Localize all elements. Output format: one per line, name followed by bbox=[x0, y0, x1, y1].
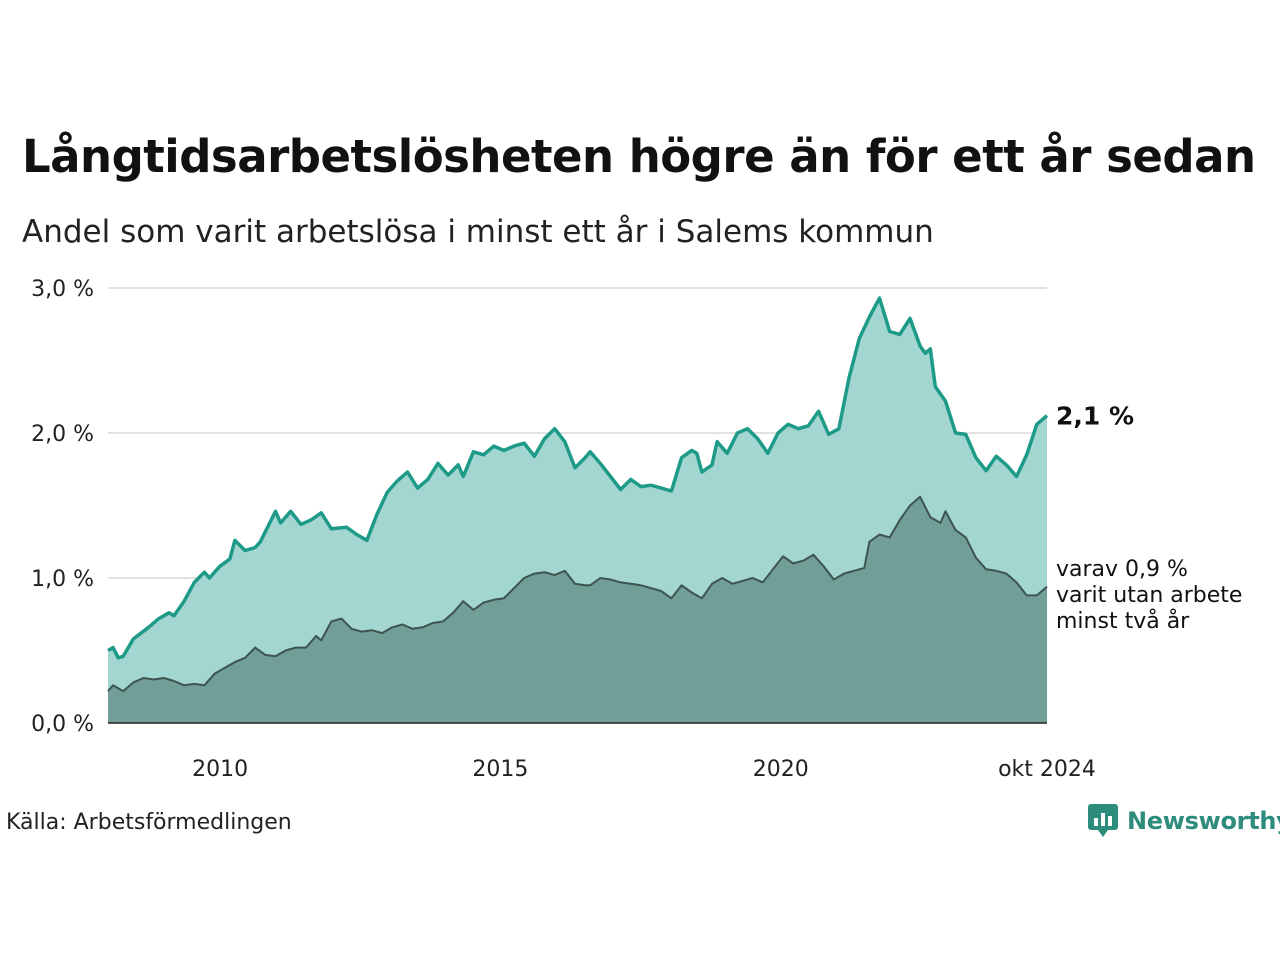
source-note: Källa: Arbetsförmedlingen bbox=[6, 810, 292, 835]
y-tick-label: 2,0 % bbox=[31, 422, 94, 447]
y-tick-label: 3,0 % bbox=[31, 277, 94, 302]
series-line-2 bbox=[107, 495, 1048, 693]
newsworthy-wordmark: Newsworthy bbox=[1127, 807, 1280, 835]
x-tick-label: 2015 bbox=[472, 757, 528, 782]
x-tick-label: okt 2024 bbox=[998, 757, 1096, 782]
series-2-end-label: varav 0,9 % bbox=[1056, 557, 1188, 582]
series-2-end-label: minst två år bbox=[1056, 608, 1190, 634]
chart-subtitle: Andel som varit arbetslösa i minst ett å… bbox=[22, 214, 934, 250]
series-area-2 bbox=[108, 496, 1047, 723]
newsworthy-logo[interactable]: Newsworthy bbox=[1088, 804, 1280, 838]
y-tick-label: 0,0 % bbox=[31, 712, 94, 737]
newsworthy-icon bbox=[1088, 804, 1118, 837]
chart-title: Långtidsarbetslösheten högre än för ett … bbox=[22, 130, 1256, 183]
series-2-end-label: varit utan arbete bbox=[1056, 583, 1242, 608]
series-line-1 bbox=[107, 296, 1049, 660]
y-tick-label: 1,0 % bbox=[31, 567, 94, 592]
x-tick-label: 2010 bbox=[192, 757, 248, 782]
series-1-end-label: 2,1 % bbox=[1056, 402, 1134, 431]
x-tick-label: 2020 bbox=[753, 757, 809, 782]
